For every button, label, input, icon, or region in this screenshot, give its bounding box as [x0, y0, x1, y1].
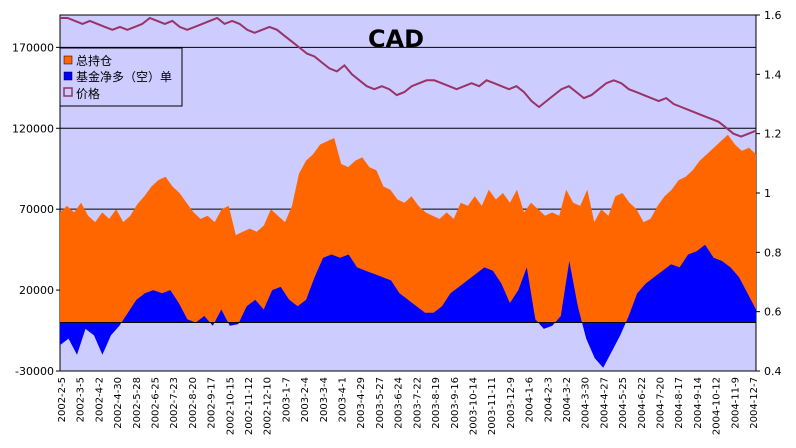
x-tick-label: 2003-3-4 — [319, 377, 330, 422]
right-tick-label: 0.6 — [764, 306, 782, 319]
legend: 总持仓 基金净多（空）单 价格 — [59, 47, 183, 107]
x-tick-label: 2002-6-25 — [151, 377, 162, 429]
x-tick-label: 2003-5-27 — [375, 377, 386, 429]
x-tick-label: 2004-5-25 — [618, 377, 629, 429]
x-tick-label: 2003-2-4 — [300, 377, 311, 422]
series-line-price — [60, 16, 757, 138]
x-tick-label: 2003-7-22 — [412, 377, 423, 429]
legend-label-net: 基金净多（空）单 — [76, 69, 172, 84]
x-tick-label: 2002-11-12 — [244, 377, 255, 435]
left-tick-label: 70000 — [19, 203, 54, 216]
x-tick-label: 2003-9-16 — [450, 377, 461, 429]
x-tick-label: 2003-11-11 — [487, 377, 498, 435]
x-tick-label: 2003-10-14 — [469, 377, 480, 435]
x-tick-label: 2004-2-3 — [543, 377, 554, 422]
x-tick-label: 2004-11-9 — [730, 377, 741, 429]
left-tick-label: -30000 — [15, 365, 54, 378]
right-tick-label: 1.6 — [764, 9, 782, 22]
x-tick-label: 2004-4-27 — [599, 377, 610, 429]
legend-label-price: 价格 — [76, 86, 100, 101]
left-tick-label: 120000 — [12, 122, 54, 135]
right-tick-label: 1 — [764, 187, 771, 200]
plot-area — [59, 14, 757, 372]
x-tick-label: 2003-8-19 — [431, 377, 442, 429]
left-axis: 170000 120000 70000 20000 -30000 — [12, 41, 60, 378]
x-axis: 2002-2-5 2002-3-5 2002-4-2 2002-4-30 2002-5-… — [57, 377, 760, 435]
x-tick-label: 2004-3-30 — [581, 377, 592, 429]
x-tick-label: 2002-3-5 — [76, 377, 87, 422]
x-tick-label: 2002-10-15 — [225, 377, 236, 435]
right-tick-label: 0.8 — [764, 246, 782, 259]
x-tick-label: 2004-7-20 — [656, 377, 667, 429]
x-tick-label: 2002-8-20 — [188, 377, 199, 429]
x-tick-label: 2003-4-29 — [356, 377, 367, 429]
x-tick-label: 2003-4-1 — [338, 377, 349, 422]
legend-swatch-net — [63, 71, 73, 81]
x-tick-label: 2002-4-2 — [94, 377, 105, 422]
series-area-total-open-interest — [60, 134, 756, 323]
x-tick-label: 2002-4-30 — [113, 377, 124, 429]
chart-title: CAD — [368, 25, 424, 53]
x-tick-label: 2003-12-9 — [506, 377, 517, 429]
x-tick-label: 2004-9-14 — [693, 377, 704, 429]
right-axis: 1.6 1.4 1.2 1 0.8 0.6 0.4 — [756, 9, 782, 378]
right-tick-label: 1.4 — [764, 68, 782, 81]
right-tick-label: 1.2 — [764, 128, 782, 141]
left-tick-label: 20000 — [19, 284, 54, 297]
legend-swatch-total — [63, 55, 73, 65]
legend-label-total: 总持仓 — [76, 53, 112, 68]
x-tick-label: 2002-12-10 — [263, 377, 274, 435]
x-tick-label: 2004-1-6 — [525, 377, 536, 422]
x-tick-label: 2002-9-17 — [207, 377, 218, 429]
right-tick-label: 0.4 — [764, 365, 782, 378]
left-tick-label: 170000 — [12, 41, 54, 54]
x-tick-label: 2004-10-12 — [712, 377, 723, 435]
x-tick-label: 2003-1-7 — [281, 377, 292, 422]
x-tick-label: 2003-6-24 — [394, 377, 405, 429]
x-tick-label: 2004-12-7 — [749, 377, 760, 429]
x-tick-label: 2002-2-5 — [57, 377, 68, 422]
x-tick-label: 2004-8-17 — [674, 377, 685, 429]
x-tick-label: 2002-7-23 — [169, 377, 180, 429]
series-layer — [60, 16, 757, 368]
legend-box — [59, 47, 183, 107]
legend-swatch-price — [63, 87, 73, 97]
series-area-fund-net-position — [60, 244, 756, 368]
x-tick-label: 2002-5-28 — [132, 377, 143, 429]
x-tick-label: 2004-3-2 — [562, 377, 573, 422]
x-tick-label: 2004-6-22 — [637, 377, 648, 429]
